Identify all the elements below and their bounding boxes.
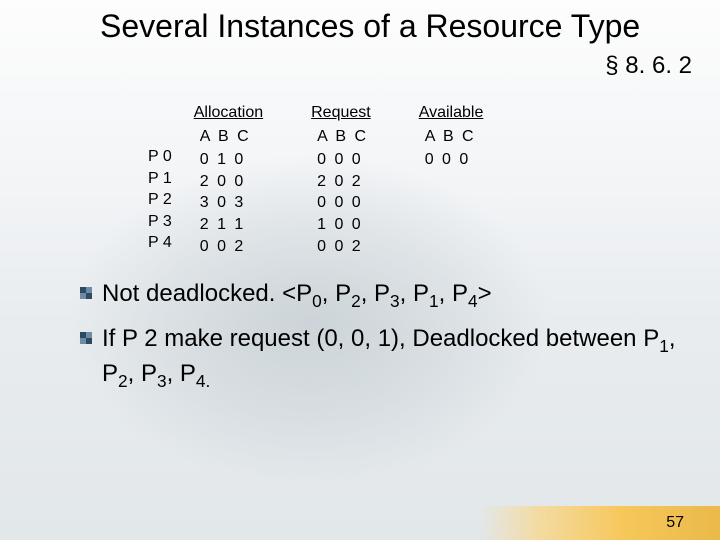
process-label: P 0 <box>148 146 172 168</box>
subscript: 2 <box>118 371 128 391</box>
table-row: 0 0 2 <box>200 236 263 258</box>
bullet-marker-icon <box>80 332 92 344</box>
process-label: P 1 <box>148 168 172 190</box>
table-row: 2 0 2 <box>317 171 371 193</box>
table-row: 0 0 0 <box>317 149 371 171</box>
slide-title: Several Instances of a Resource Type <box>100 8 692 45</box>
section-ref: § 8. 6. 2 <box>605 52 692 80</box>
subscript: 2 <box>351 291 361 311</box>
table-subheader: A B C <box>200 126 263 148</box>
table-row: 0 0 0 <box>425 149 484 171</box>
text-run: , P <box>167 360 196 387</box>
table-subheader: A B C <box>317 126 371 148</box>
text-run: Not deadlocked. <P <box>102 280 312 307</box>
available-table: Available A B C 0 0 0 <box>419 102 484 257</box>
footer-accent <box>480 506 720 540</box>
request-table: Request A B C 0 0 0 2 0 2 0 0 0 1 0 0 0 … <box>311 102 371 257</box>
page-number: 57 <box>666 514 684 532</box>
bullet-text: If P 2 make request (0, 0, 1), Deadlocke… <box>102 323 680 393</box>
subscript: 1 <box>429 291 439 311</box>
allocation-table: Allocation A B C 0 1 0 2 0 0 3 0 3 2 1 1… <box>194 102 263 257</box>
text-run: > <box>478 280 492 307</box>
slide: Several Instances of a Resource Type § 8… <box>0 0 720 540</box>
table-row: 0 1 0 <box>200 149 263 171</box>
text-run: If P 2 make request (0, 0, 1), Deadlocke… <box>102 325 659 352</box>
bullet-marker-icon <box>80 287 92 299</box>
subscript: 4 <box>468 291 478 311</box>
bullet-item: If P 2 make request (0, 0, 1), Deadlocke… <box>80 323 680 393</box>
process-label: P 2 <box>148 189 172 211</box>
subscript: 1 <box>659 336 669 356</box>
table-header: Available <box>419 102 484 124</box>
resource-tables: P 0 P 1 P 2 P 3 P 4 Allocation A B C 0 1… <box>148 102 483 257</box>
table-row: 3 0 3 <box>200 192 263 214</box>
table-row: 2 1 1 <box>200 214 263 236</box>
bullet-list: Not deadlocked. <P0, P2, P3, P1, P4> If … <box>80 278 680 403</box>
text-run: , P <box>400 280 429 307</box>
process-label: P 3 <box>148 211 172 233</box>
table-row: 1 0 0 <box>317 214 371 236</box>
table-header: Allocation <box>194 102 263 124</box>
subscript: 3 <box>390 291 400 311</box>
subscript: 4. <box>196 371 210 391</box>
subscript: 3 <box>157 371 167 391</box>
process-label: P 4 <box>148 232 172 254</box>
table-row: 0 0 0 <box>317 192 371 214</box>
text-run: , P <box>361 280 390 307</box>
subscript: 0 <box>312 291 322 311</box>
table-subheader: A B C <box>425 126 484 148</box>
table-header: Request <box>311 102 371 124</box>
text-run: , P <box>128 360 157 387</box>
text-run: , P <box>439 280 468 307</box>
table-row: 0 0 2 <box>317 236 371 258</box>
bullet-item: Not deadlocked. <P0, P2, P3, P1, P4> <box>80 278 680 313</box>
bullet-text: Not deadlocked. <P0, P2, P3, P1, P4> <box>102 278 680 313</box>
process-labels: P 0 P 1 P 2 P 3 P 4 <box>148 102 172 257</box>
text-run: , P <box>322 280 351 307</box>
table-row: 2 0 0 <box>200 171 263 193</box>
